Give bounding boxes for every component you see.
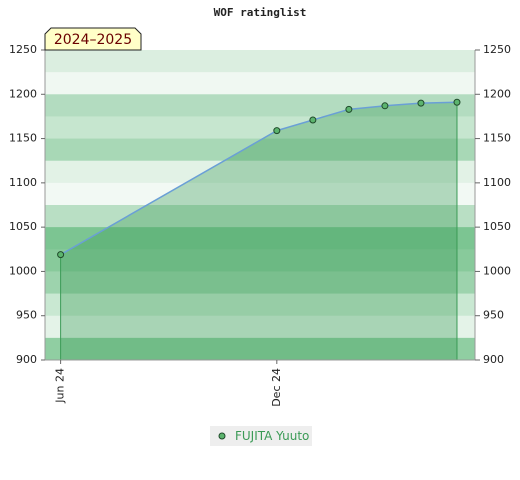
y2-tick-label: 1250 [483, 43, 511, 56]
y-tick-label: 1000 [9, 264, 37, 277]
background-band [45, 315, 475, 339]
legend-box [210, 426, 312, 446]
y2-tick-label: 1050 [483, 220, 511, 233]
point [345, 105, 353, 113]
chart-title: WOF ratinglist [214, 6, 307, 19]
background-band [45, 249, 475, 272]
y2-tick-label: 1200 [483, 87, 511, 100]
background-band [45, 227, 475, 250]
point [309, 116, 317, 124]
point [417, 99, 425, 107]
point [57, 251, 65, 259]
y-tick-label: 1250 [9, 43, 37, 56]
background-band [45, 271, 475, 295]
y2-tick-label: 900 [483, 353, 504, 366]
background-band [45, 72, 475, 95]
background-band [45, 50, 475, 73]
y2-tick-label: 1150 [483, 132, 511, 145]
y-tick-label: 950 [16, 309, 37, 322]
y2-tick-label: 1000 [483, 264, 511, 277]
y2-tick-label: 1100 [483, 176, 511, 189]
background-band [45, 337, 475, 361]
x-tick-label: Jun 24 [54, 368, 67, 404]
annotation-text: 2024–2025 [54, 32, 132, 48]
y-tick-label: 1150 [9, 132, 37, 145]
annotation: 2024–2025 [44, 27, 142, 51]
point [273, 127, 281, 135]
background-band [45, 205, 475, 228]
background-band [45, 138, 475, 162]
annotation-box [44, 27, 142, 51]
background-band [45, 94, 475, 117]
point [453, 98, 461, 106]
background-band [45, 160, 475, 184]
x-tick-label: Dec 24 [270, 368, 283, 407]
y-tick-label: 900 [16, 353, 37, 366]
y-tick-label: 1100 [9, 176, 37, 189]
legend-marker [218, 432, 226, 440]
y-tick-label: 1200 [9, 87, 37, 100]
background-band [45, 293, 475, 317]
y2-tick-label: 950 [483, 309, 504, 322]
y-tick-label: 1050 [9, 220, 37, 233]
background-band [45, 182, 475, 206]
background-band [45, 116, 475, 140]
point [381, 102, 389, 110]
area [60, 102, 457, 360]
legend-label: FUJITA Yuuto [235, 429, 309, 443]
